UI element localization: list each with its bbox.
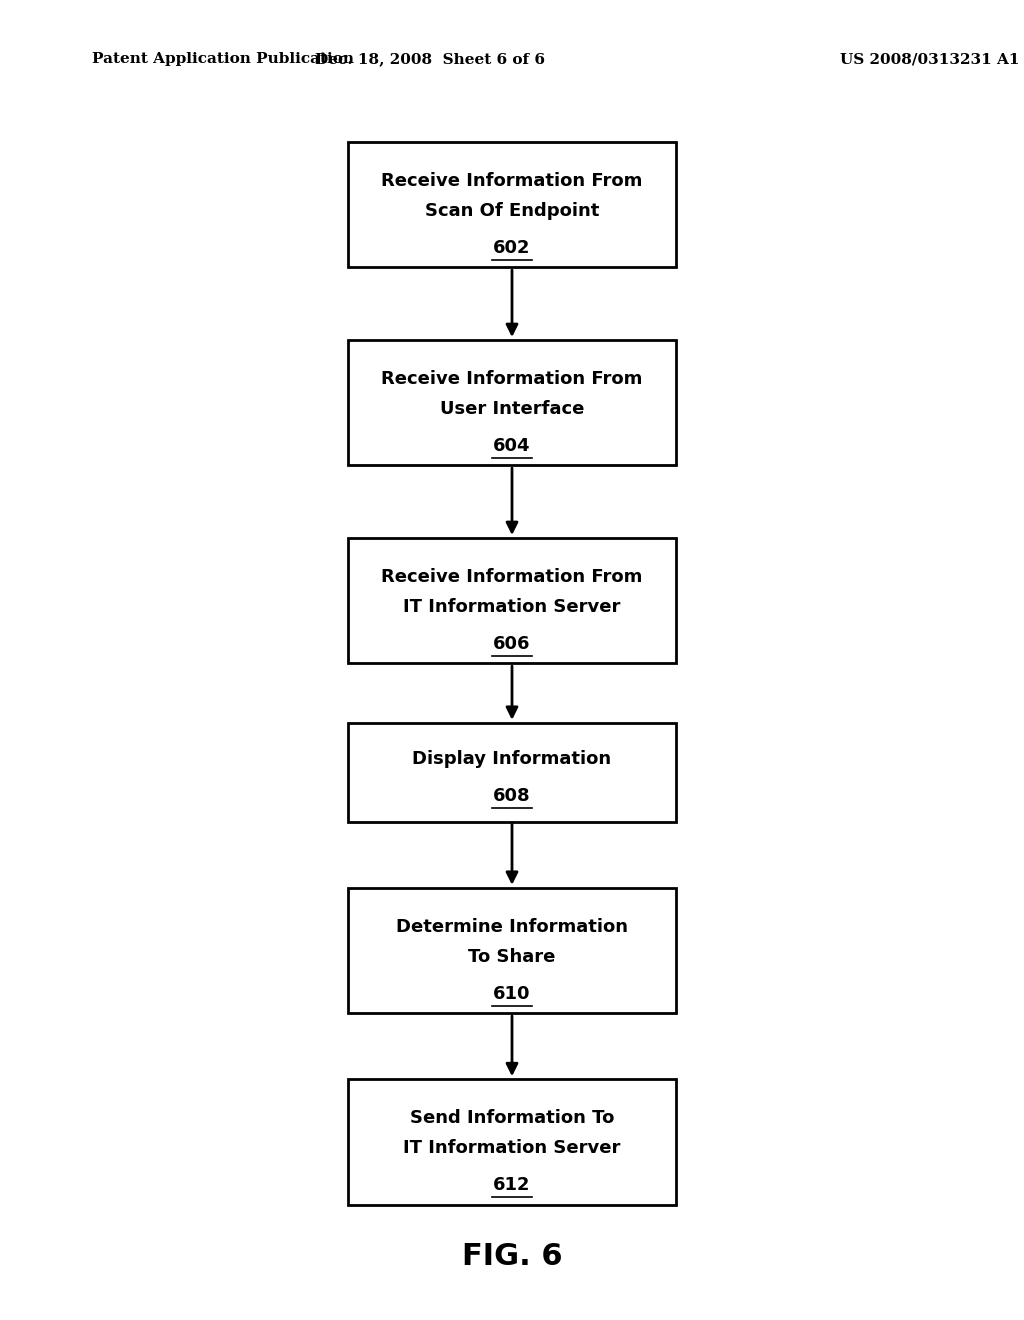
Text: To Share: To Share xyxy=(468,948,556,966)
Text: FIG. 6: FIG. 6 xyxy=(462,1242,562,1271)
Text: 608: 608 xyxy=(494,787,530,805)
Bar xyxy=(348,143,676,267)
Text: Receive Information From: Receive Information From xyxy=(381,568,643,586)
Bar xyxy=(348,887,676,1014)
Text: 612: 612 xyxy=(494,1176,530,1195)
Text: Receive Information From: Receive Information From xyxy=(381,172,643,190)
Text: Receive Information From: Receive Information From xyxy=(381,370,643,388)
Text: 610: 610 xyxy=(494,985,530,1003)
Text: 606: 606 xyxy=(494,635,530,653)
Text: Dec. 18, 2008  Sheet 6 of 6: Dec. 18, 2008 Sheet 6 of 6 xyxy=(315,53,545,66)
Text: Display Information: Display Information xyxy=(413,750,611,768)
Bar xyxy=(348,722,676,821)
Text: IT Information Server: IT Information Server xyxy=(403,1139,621,1158)
Text: Determine Information: Determine Information xyxy=(396,917,628,936)
Bar xyxy=(348,1080,676,1204)
Text: User Interface: User Interface xyxy=(440,400,584,418)
Text: Send Information To: Send Information To xyxy=(410,1109,614,1127)
Text: Patent Application Publication: Patent Application Publication xyxy=(92,53,354,66)
Text: US 2008/0313231 A1: US 2008/0313231 A1 xyxy=(840,53,1019,66)
Text: 602: 602 xyxy=(494,239,530,257)
Bar xyxy=(348,341,676,466)
Text: Scan Of Endpoint: Scan Of Endpoint xyxy=(425,202,599,220)
Bar xyxy=(348,539,676,663)
Text: IT Information Server: IT Information Server xyxy=(403,598,621,616)
Text: 604: 604 xyxy=(494,437,530,455)
